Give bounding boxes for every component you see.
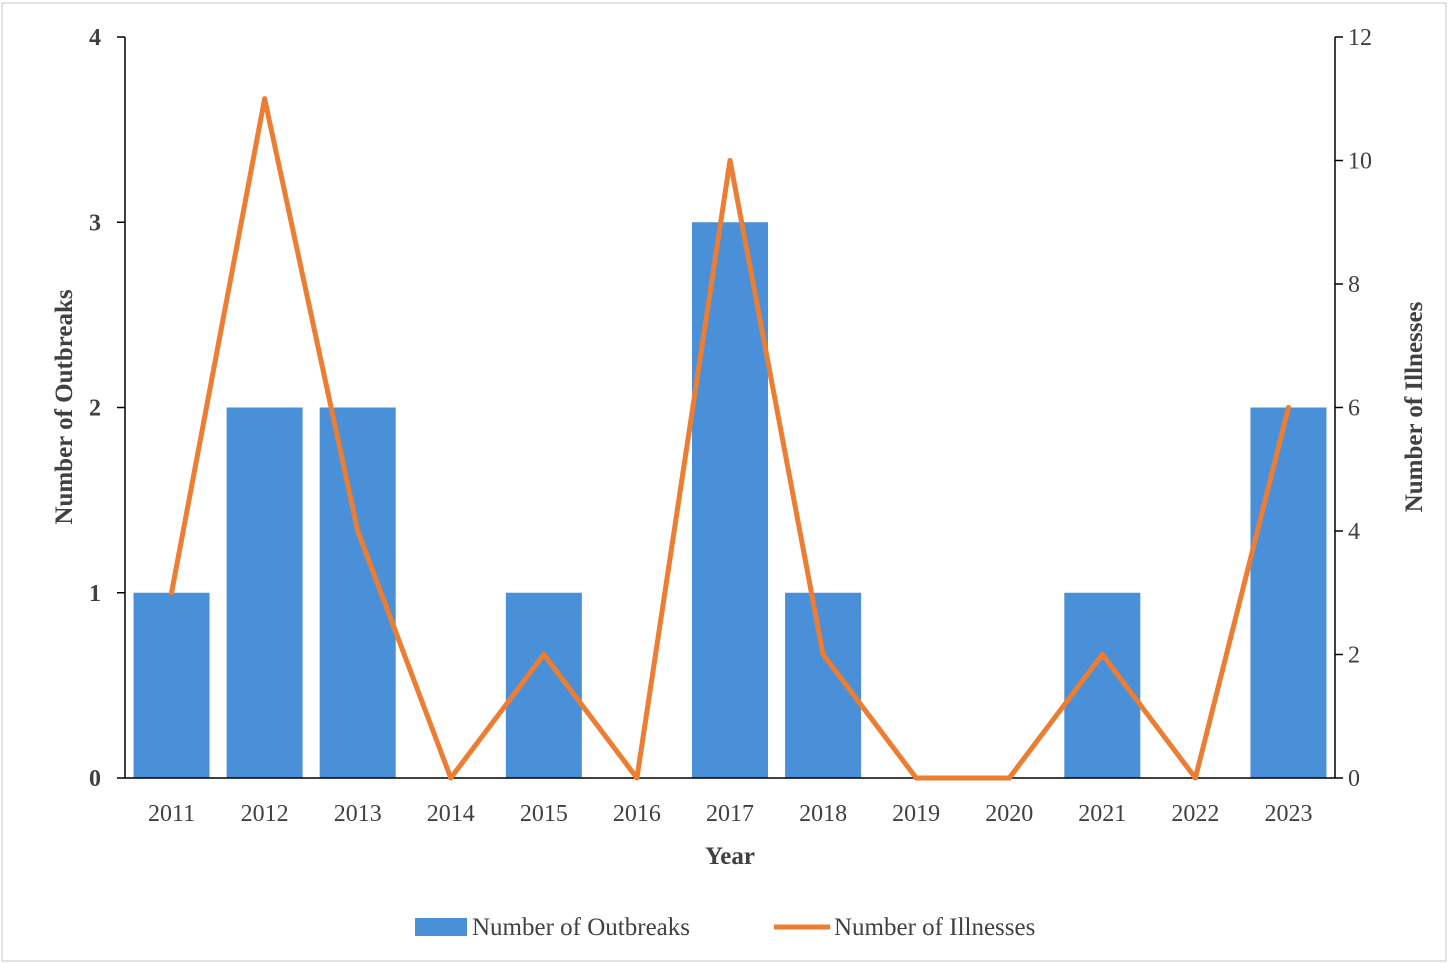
line-point-2021 — [1099, 652, 1105, 657]
y-right-tick-label: 12 — [1348, 25, 1372, 51]
line-point-2018 — [820, 652, 826, 657]
bar-2015 — [505, 592, 582, 778]
x-tick-label: 2019 — [892, 801, 940, 827]
x-tick-label: 2018 — [799, 801, 847, 827]
y-right-tick-label: 6 — [1348, 396, 1360, 422]
x-tick-label: 2014 — [427, 801, 475, 827]
bar-2021 — [1064, 592, 1141, 778]
bar-2023 — [1250, 407, 1327, 778]
line-point-2020 — [1006, 775, 1012, 781]
x-tick-label: 2017 — [706, 801, 754, 827]
x-tick-label: 2016 — [613, 801, 661, 827]
line-point-2015 — [541, 652, 547, 657]
legend-label-outbreaks: Number of Outbreaks — [472, 914, 690, 941]
line-point-2017 — [727, 158, 733, 163]
y-left-tick-label: 1 — [89, 581, 101, 607]
x-axis-title: Year — [705, 843, 755, 870]
line-point-2012 — [262, 96, 268, 102]
x-tick-label: 2022 — [1171, 801, 1219, 827]
line-point-2011 — [169, 590, 175, 596]
line-point-2022 — [1192, 775, 1198, 781]
legend: Number of Outbreaks Number of Illnesses — [415, 914, 1035, 941]
bar-2018 — [785, 592, 862, 778]
y-left-tick-label: 4 — [89, 25, 101, 51]
bar-2011 — [133, 592, 210, 778]
y-right-tick-label: 8 — [1348, 272, 1360, 298]
bars-layer — [133, 222, 1327, 778]
y-right-tick-label: 0 — [1348, 766, 1360, 792]
y-left-tick-label: 3 — [89, 210, 101, 236]
y-left-tick-label: 0 — [89, 766, 101, 792]
line-layer — [169, 96, 1291, 781]
line-point-2014 — [448, 775, 454, 781]
line-point-2016 — [634, 775, 640, 781]
x-tick-label: 2011 — [148, 801, 195, 827]
y-right-tick-label: 4 — [1348, 519, 1360, 545]
x-tick-label: 2023 — [1264, 801, 1312, 827]
legend-swatch-outbreaks — [415, 918, 467, 936]
y-right-tick-label: 10 — [1348, 149, 1372, 175]
y-axis-right-title: Number of Illnesses — [1401, 301, 1428, 512]
bar-2013 — [319, 407, 396, 778]
line-point-2013 — [355, 528, 361, 534]
y-left-tick-label: 2 — [89, 396, 101, 422]
y-axis-left-title: Number of Outbreaks — [51, 289, 78, 524]
x-tick-label: 2012 — [241, 801, 289, 827]
y-right-tick-label: 2 — [1348, 643, 1360, 669]
x-tick-label: 2015 — [520, 801, 568, 827]
x-tick-label: 2013 — [334, 801, 382, 827]
x-tick-label: 2021 — [1078, 801, 1126, 827]
legend-label-illnesses: Number of Illnesses — [834, 914, 1035, 941]
x-tick-label: 2020 — [985, 801, 1033, 827]
line-point-2019 — [913, 775, 919, 781]
line-point-2023 — [1285, 405, 1291, 410]
bar-2012 — [226, 407, 303, 778]
